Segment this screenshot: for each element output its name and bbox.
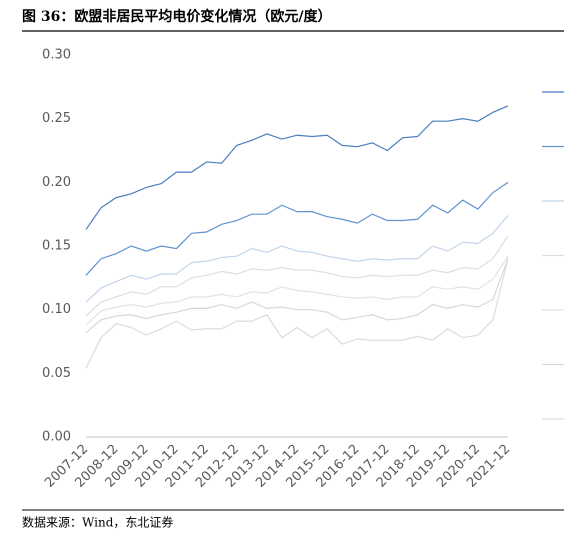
- y-tick-label: 0.20: [42, 175, 71, 190]
- y-tick-label: 0.00: [42, 430, 71, 445]
- series-line: [85, 215, 509, 303]
- series-line: [85, 258, 509, 334]
- y-tick-label: 0.10: [42, 302, 71, 317]
- y-tick-label: 0.15: [42, 239, 71, 254]
- source: 数据来源：Wind，东北证券: [22, 515, 173, 530]
- series-line: [85, 181, 509, 276]
- series-line: [85, 255, 509, 326]
- chart-title: 图 36：欧盟非居民平均电价变化情况（欧元/度）: [22, 8, 331, 25]
- series-line: [85, 258, 509, 369]
- y-tick-label: 0.05: [42, 366, 71, 381]
- series-line: [85, 105, 509, 230]
- y-tick-label: 0.30: [42, 48, 71, 63]
- y-tick-label: 0.25: [42, 111, 71, 126]
- series-line: [85, 235, 509, 317]
